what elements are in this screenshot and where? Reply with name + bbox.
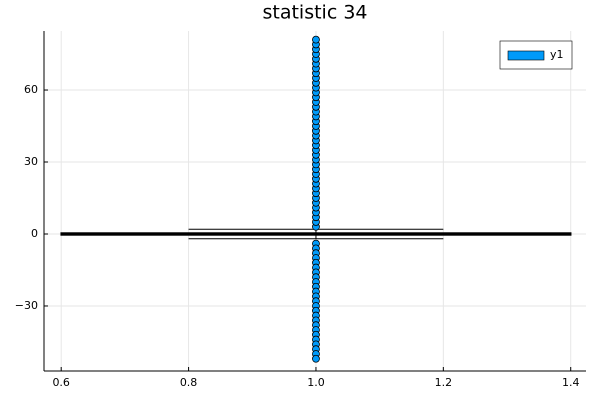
outlier [312, 354, 320, 363]
x-tick-label: 1.4 [562, 376, 580, 389]
chart-title: statistic 34 [262, 2, 367, 24]
x-tick-label: 0.6 [52, 376, 70, 389]
y-tick-label: 30 [24, 155, 38, 168]
x-tick-label: 1.2 [435, 376, 453, 389]
outlier [312, 35, 320, 44]
y-tick-label: −30 [15, 299, 38, 312]
y-tick-label: 60 [24, 83, 38, 96]
y-tick-label: 0 [31, 227, 38, 240]
legend-swatch [507, 50, 545, 61]
x-tick-label: 1.0 [307, 376, 325, 389]
x-tick-label: 0.8 [180, 376, 198, 389]
legend-label: y1 [550, 48, 564, 61]
